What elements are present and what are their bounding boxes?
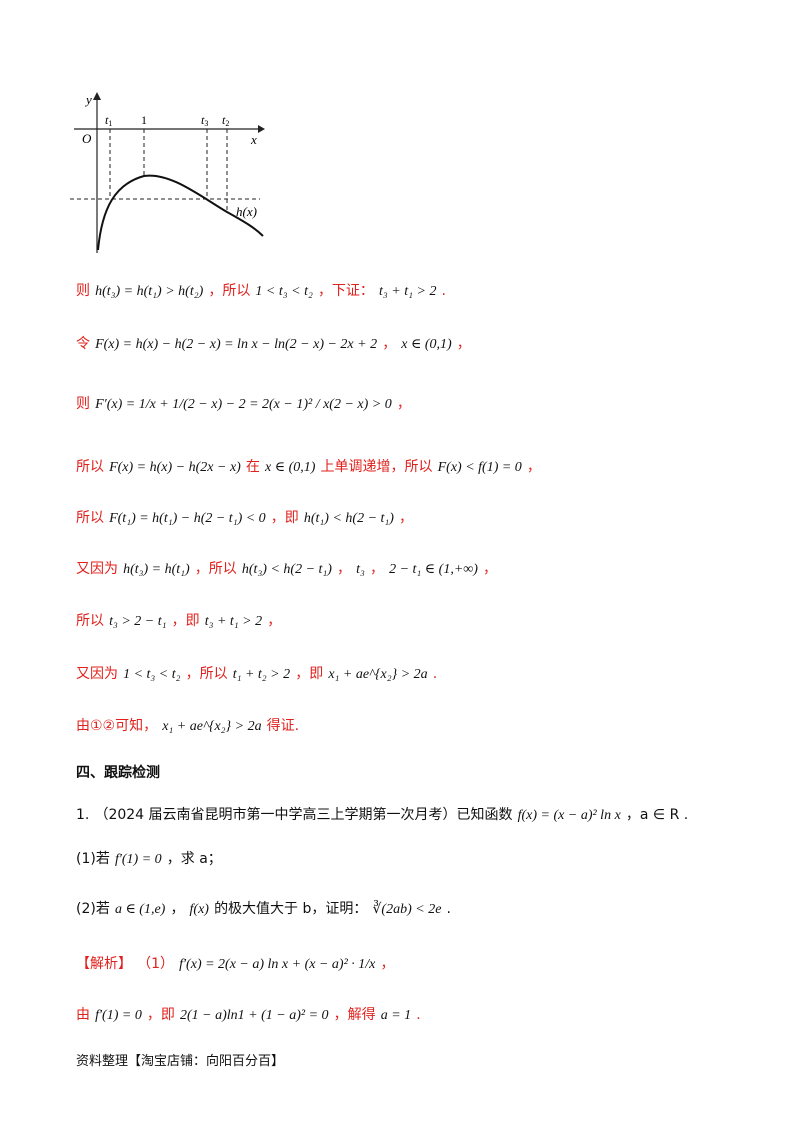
tick-t3: t3: [201, 113, 208, 128]
y-axis-label: y: [84, 92, 92, 107]
tick-1: 1: [141, 113, 147, 127]
tick-t1: t1: [105, 113, 112, 128]
problem-part-2: (2)若 a ∈ (1,e) ， f(x) 的极大值大于 b，证明： ∛(2ab…: [76, 901, 451, 917]
proof-line-4: 所以 F(x) = h(x) − h(2x − x) 在 x ∈ (0,1) 上…: [76, 459, 541, 475]
proof-line-6: 又因为 h(t₃) = h(t₁) ，所以 h(t₃) < h(2 − t₁) …: [76, 561, 498, 577]
tick-t2: t2: [222, 113, 229, 128]
proof-line-3: 则 F′(x) = 1/x + 1/(2 − x) − 2 = 2(x − 1)…: [76, 396, 411, 412]
function-graph: y x O t1 1 t3 t2 h(x): [70, 92, 265, 253]
h-curve: [97, 174, 264, 251]
curve-label: h(x): [236, 204, 257, 219]
proof-line-8: 又因为 1 < t₃ < t₂ ，所以 t₁ + t₂ > 2 ，即 x₁ + …: [76, 666, 438, 682]
x-axis-arrow: [258, 125, 265, 133]
origin-label: O: [82, 131, 92, 146]
proof-line-2: 令 F(x) = h(x) − h(2 − x) = ln x − ln(2 −…: [76, 336, 471, 352]
proof-line-9: 由①②可知， x₁ + ae^{x₂} > 2a 得证.: [76, 718, 300, 734]
proof-line-5: 所以 F(t₁) = h(t₁) − h(2 − t₁) < 0 ，即 h(t₁…: [76, 510, 414, 526]
x-axis-label: x: [250, 132, 257, 147]
solution-line-1: 【解析】 （1） f′(x) = 2(x − a) ln x + (x − a)…: [76, 956, 395, 972]
section-title: 四、跟踪检测: [76, 765, 160, 781]
proof-line-1: 则 h(t₃) = h(t₁) > h(t₂) ，所以 1 < t₃ < t₂ …: [76, 283, 446, 299]
solution-line-2: 由 f′(1) = 0 ，即 2(1 − a)ln1 + (1 − a)² = …: [76, 1007, 421, 1023]
page-footer: 资料整理【淘宝店铺：向阳百分百】: [76, 1054, 285, 1069]
problem-statement: 1. （2024 届云南省昆明市第一中学高三上学期第一次月考）已知函数 f(x)…: [76, 807, 689, 823]
proof-line-7: 所以 t₃ > 2 − t₁ ，即 t₃ + t₁ > 2 ，: [76, 613, 282, 629]
problem-part-1: (1)若 f′(1) = 0 ，求 a；: [76, 851, 222, 867]
y-axis-arrow: [93, 92, 101, 100]
